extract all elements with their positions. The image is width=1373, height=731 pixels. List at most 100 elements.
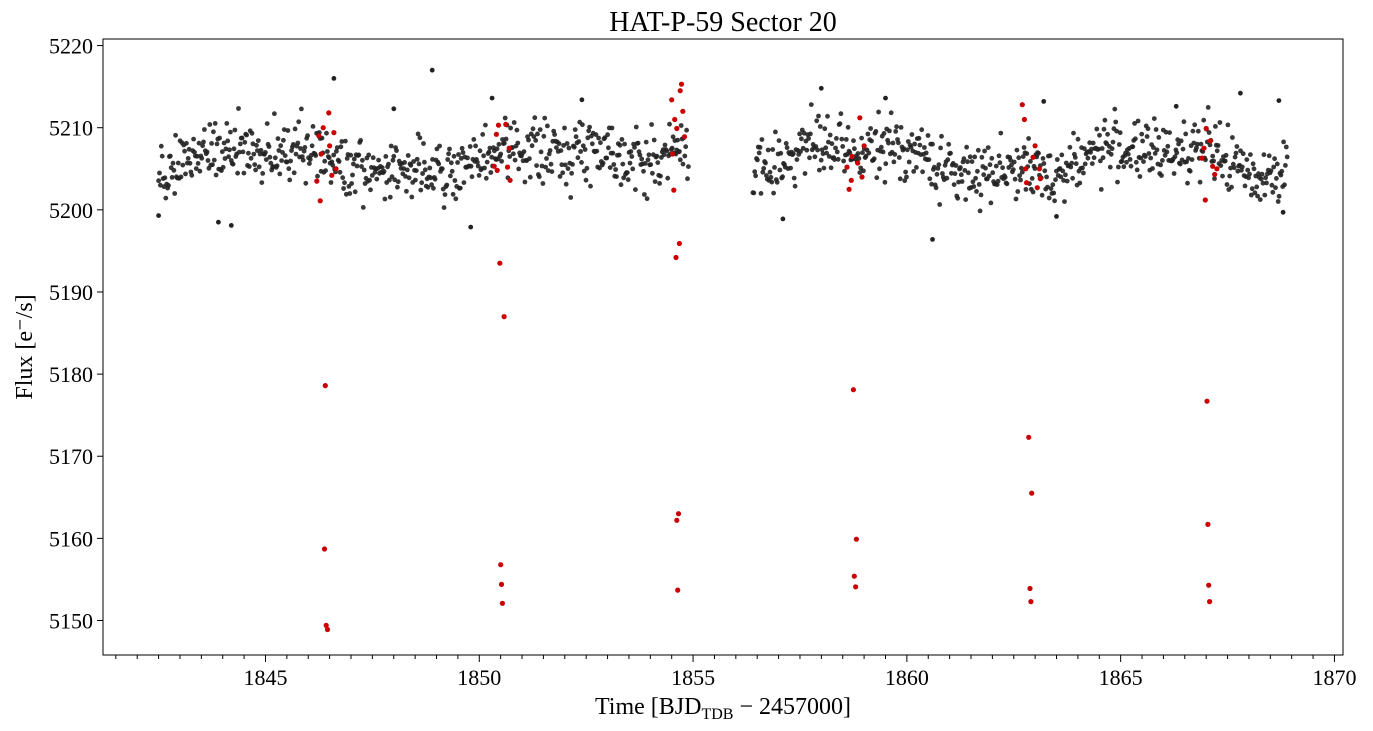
data-point (1271, 164, 1277, 170)
data-point (301, 148, 307, 154)
data-point (1051, 190, 1057, 196)
data-point (667, 121, 672, 127)
transit-point (1207, 138, 1213, 144)
data-point (911, 169, 917, 174)
transit-point (491, 163, 497, 169)
data-point (609, 125, 615, 131)
data-point (1114, 128, 1119, 134)
data-point (1276, 193, 1282, 199)
data-point (1053, 177, 1058, 183)
data-point (645, 157, 651, 163)
data-point (1000, 165, 1005, 171)
data-point (1165, 143, 1171, 149)
data-point (256, 164, 262, 170)
data-point (643, 139, 649, 145)
data-point (241, 170, 247, 176)
data-point (508, 125, 513, 131)
data-point (1064, 178, 1070, 184)
data-point (242, 139, 248, 145)
data-point (1110, 139, 1116, 145)
transit-point (316, 133, 322, 139)
data-point (445, 157, 451, 162)
data-point (815, 147, 820, 153)
data-point (852, 146, 857, 152)
data-point (450, 191, 456, 197)
data-point (501, 140, 507, 146)
data-point (296, 119, 302, 125)
data-point (272, 111, 277, 117)
data-point (403, 174, 408, 179)
data-point (1012, 176, 1018, 182)
data-point (825, 113, 830, 119)
data-point (422, 167, 428, 173)
data-point (1252, 190, 1258, 196)
data-point (499, 158, 504, 164)
data-point (988, 200, 994, 206)
data-point (527, 174, 533, 180)
data-point (467, 144, 473, 149)
data-point (1183, 131, 1189, 137)
transit-point (507, 177, 513, 183)
transit-point (680, 108, 686, 114)
transit-point (1027, 585, 1033, 592)
transit-point (1204, 398, 1210, 404)
data-point (593, 132, 599, 138)
data-point (777, 167, 783, 173)
data-point (417, 135, 423, 141)
data-point (422, 159, 427, 165)
data-point (487, 145, 493, 151)
data-point (427, 165, 433, 171)
data-point (1029, 176, 1035, 181)
data-point (578, 149, 583, 154)
data-point (940, 171, 945, 176)
data-point (1034, 154, 1040, 160)
data-point (1015, 189, 1021, 194)
data-point (559, 162, 565, 168)
data-point (828, 165, 834, 171)
data-point (843, 137, 849, 142)
data-point (760, 169, 766, 175)
y-tick-label: 5200 (49, 198, 93, 223)
data-point (1151, 116, 1157, 121)
data-point (1244, 157, 1250, 163)
data-point (547, 148, 553, 153)
data-point (851, 138, 856, 144)
data-point (972, 154, 978, 160)
data-point (172, 191, 178, 196)
data-point (566, 145, 572, 151)
data-point (376, 157, 381, 163)
data-point (473, 143, 478, 149)
data-point (1156, 135, 1162, 140)
data-point (823, 145, 829, 151)
data-point (613, 167, 618, 172)
data-point (461, 180, 467, 186)
data-point (929, 181, 934, 187)
data-point (158, 182, 163, 188)
data-point (302, 145, 308, 150)
data-point (394, 148, 399, 154)
data-point (1130, 144, 1136, 150)
data-point (263, 157, 269, 163)
data-point (532, 115, 538, 121)
data-point (1158, 162, 1163, 168)
data-point (976, 182, 982, 187)
data-point (808, 131, 813, 137)
data-point (1218, 163, 1224, 169)
data-point (680, 161, 686, 167)
data-point (953, 163, 959, 168)
data-point (237, 149, 242, 155)
data-point (482, 165, 487, 171)
data-point (260, 171, 266, 176)
data-point (922, 145, 927, 150)
data-point (1280, 209, 1286, 215)
data-point (252, 162, 258, 168)
data-point (983, 165, 988, 171)
data-point (958, 172, 964, 178)
data-point (196, 140, 202, 146)
data-point (284, 159, 290, 165)
data-point (945, 157, 951, 163)
data-point (235, 170, 241, 176)
transit-point (674, 125, 680, 132)
data-point (808, 102, 814, 107)
data-point (926, 157, 932, 163)
